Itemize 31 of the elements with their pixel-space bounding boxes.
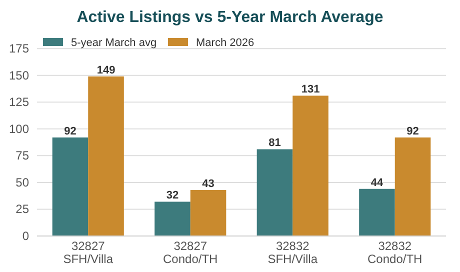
bar (394, 137, 431, 236)
data-label: 92 (406, 125, 419, 138)
bar (52, 137, 88, 236)
y-tick-label: 50 (16, 175, 30, 190)
legend-label: March 2026 (196, 37, 254, 49)
x-tick-label: 32832 Condo/TH (368, 239, 422, 266)
bar (88, 76, 124, 236)
data-label: 44 (370, 176, 384, 189)
x-tick-label: 32827 SFH/Villa (63, 239, 114, 266)
bar (292, 96, 328, 236)
bar (256, 149, 293, 236)
data-label: 43 (202, 178, 214, 190)
bar (154, 202, 190, 236)
data-label: 149 (96, 64, 116, 76)
y-tick-label: 0 (22, 229, 30, 243)
bar (190, 190, 226, 236)
data-label: 32 (166, 190, 179, 202)
y-tick-label: 75 (16, 148, 30, 163)
x-tick-label: 32832 SFH/Villa (268, 239, 318, 266)
y-tick-label: 125 (8, 95, 30, 110)
data-label: 131 (301, 84, 320, 96)
y-tick-label: 100 (8, 122, 30, 136)
y-tick-label: 175 (8, 42, 30, 56)
bar (359, 188, 395, 236)
y-tick-label: 25 (16, 202, 30, 216)
data-label: 81 (268, 137, 281, 150)
chart-title: Active Listings vs 5-Year March Average (76, 9, 384, 26)
data-label: 92 (64, 125, 76, 138)
legend-label: 5-year March avg (71, 37, 157, 49)
x-tick-label: 32827 Condo/TH (163, 239, 218, 266)
y-tick-label: 150 (8, 68, 30, 82)
